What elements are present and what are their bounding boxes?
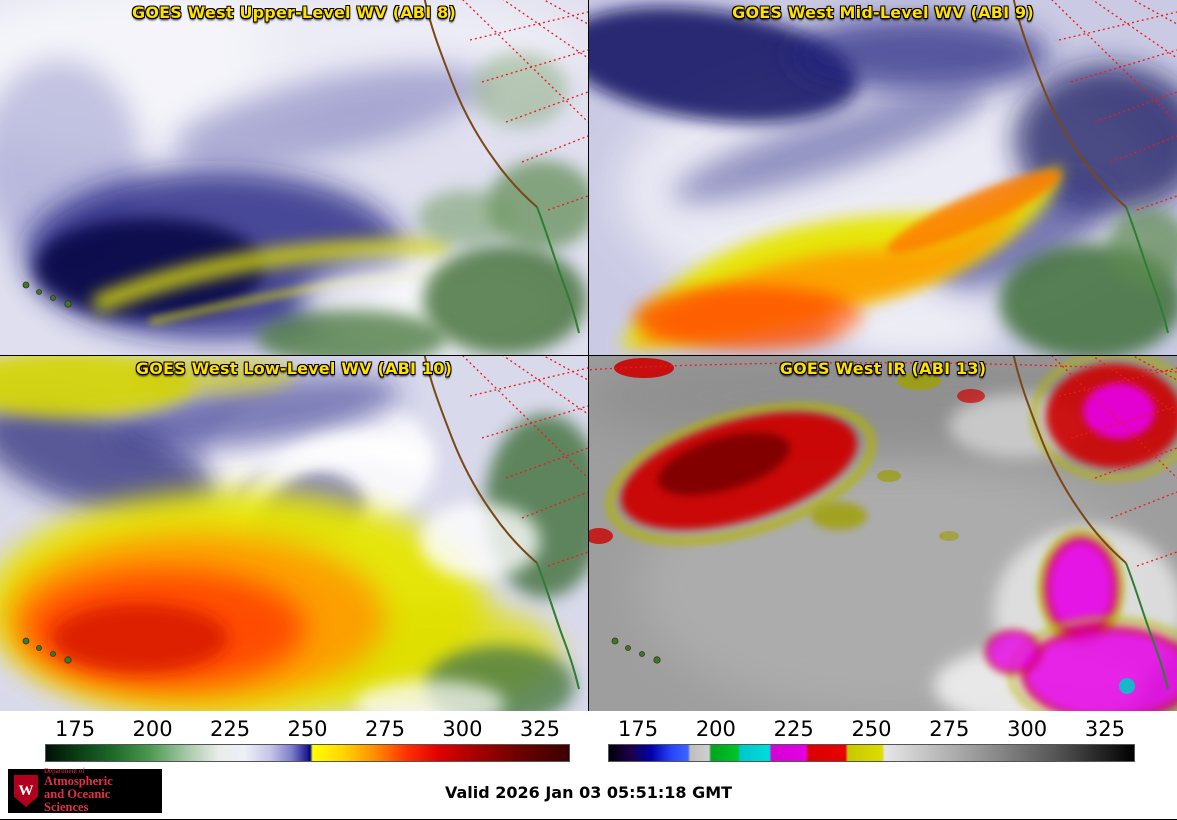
colorbar-tick: 225 [209, 717, 251, 741]
uw-aos-logo: W Department of Atmospheric and Oceanic … [8, 767, 162, 814]
wv-colorbar [45, 744, 570, 762]
wv-mid-satellite-image [589, 0, 1177, 355]
colorbar-tick: 175 [55, 717, 96, 741]
ir-colorbar [608, 744, 1135, 762]
logo-line-2: and Oceanic Sciences [44, 787, 111, 814]
valid-time: Valid 2026 Jan 03 05:51:18 GMT [444, 783, 733, 802]
panel-title-mid-wv: GOES West Mid-Level WV (ABI 9) [732, 3, 1034, 22]
colorbar-tick: 325 [519, 717, 560, 741]
panel-title-low-wv: GOES West Low-Level WV (ABI 10) [135, 359, 453, 378]
logo-dept-line: Department of [44, 767, 85, 776]
colorbar-tick: 250 [851, 717, 892, 741]
ir-satellite-image [589, 356, 1177, 711]
panel-ir: GOES West IR (ABI 13) [589, 356, 1177, 711]
uw-aos-logo-text: Department of Atmospheric and Oceanic Sc… [44, 767, 156, 814]
panel-title-upper-wv: GOES West Upper-Level WV (ABI 8) [132, 3, 456, 22]
footer-bottom-row: W Department of Atmospheric and Oceanic … [0, 767, 1177, 815]
wv-colorbar-scale: 175 200 225 250 275 300 325 [45, 715, 570, 762]
colorbar-tick: 300 [1007, 717, 1048, 741]
wv-upper-satellite-image [0, 0, 588, 355]
colorbar-tick: 200 [132, 717, 173, 741]
panel-mid-level-wv: GOES West Mid-Level WV (ABI 9) [589, 0, 1177, 355]
panel-low-level-wv: GOES West Low-Level WV (ABI 10) [0, 356, 588, 711]
colorbar-tick: 275 [929, 717, 970, 741]
colorbar-tick: 300 [442, 717, 483, 741]
ir-colorbar-ticks: 175 200 225 250 275 300 325 [608, 715, 1135, 741]
colorbar-tick: 325 [1084, 717, 1125, 741]
panel-title-ir: GOES West IR (ABI 13) [779, 359, 987, 378]
colorbar-tick: 275 [364, 717, 406, 741]
colorbar-tick: 200 [695, 717, 736, 741]
panel-grid: GOES West Upper-Level WV (ABI 8) [0, 0, 1177, 711]
colorbar-tick: 250 [287, 717, 328, 741]
colorbar-tick: 225 [773, 717, 814, 741]
panel-upper-level-wv: GOES West Upper-Level WV (ABI 8) [0, 0, 588, 355]
colorbar-scales: 175 200 225 250 275 300 325 175 200 225 … [0, 715, 1177, 762]
logo-line-1: Atmospheric [44, 774, 113, 789]
wv-low-satellite-image [0, 356, 588, 711]
wv-colorbar-ticks: 175 200 225 250 275 300 325 [45, 715, 570, 741]
ir-colorbar-scale: 175 200 225 250 275 300 325 [608, 715, 1135, 762]
footer: 175 200 225 250 275 300 325 175 200 225 … [0, 711, 1177, 819]
colorbar-tick: 175 [618, 717, 659, 741]
